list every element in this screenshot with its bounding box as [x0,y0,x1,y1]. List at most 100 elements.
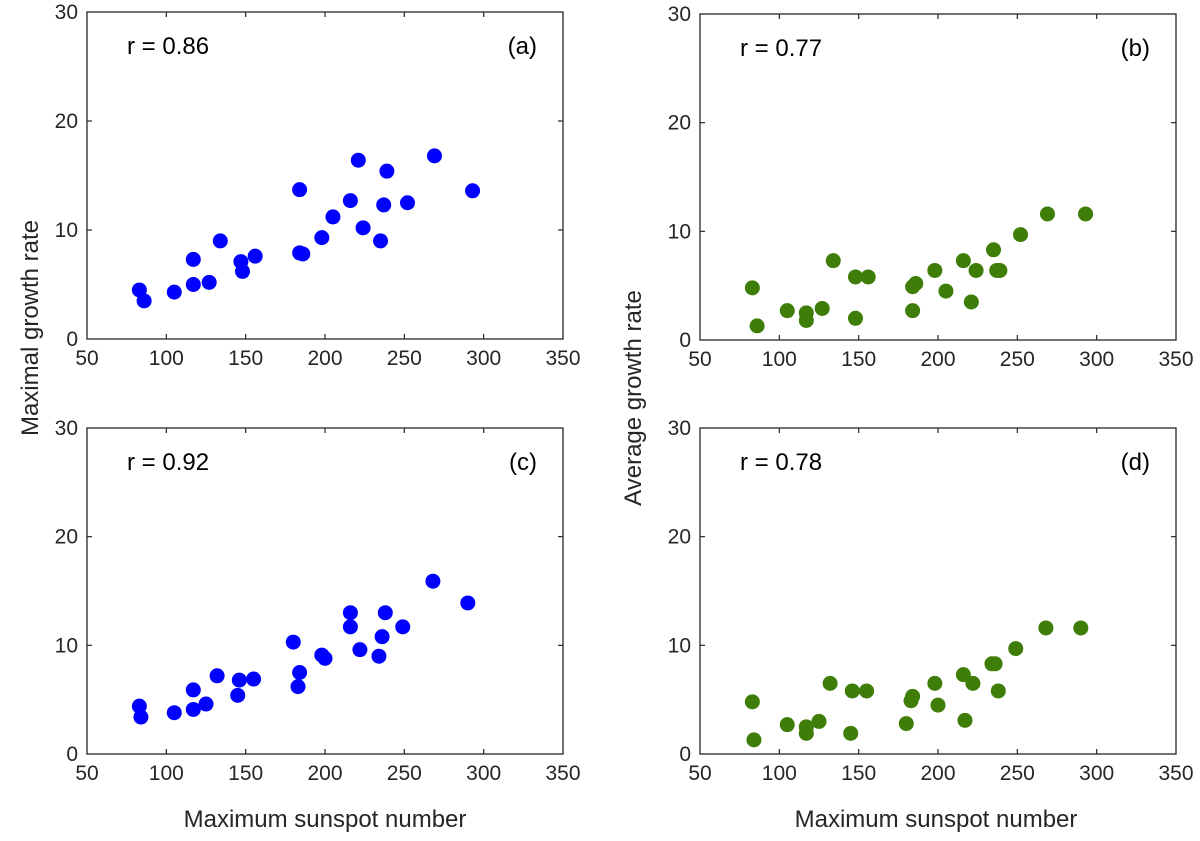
data-point [798,725,814,741]
data-point [325,209,341,225]
data-point [230,687,246,703]
data-point [843,725,859,741]
data-point [779,303,795,319]
data-point [744,280,760,296]
data-point [814,300,830,316]
data-point [1038,620,1054,636]
data-point [373,233,389,249]
axes-frame [86,11,564,340]
data-point [955,667,971,683]
x-tick-label: 100 [149,762,184,785]
data-point [822,675,838,691]
y-tick-label: 0 [66,328,78,351]
data-point [426,148,442,164]
data-point [1073,620,1089,636]
data-point [938,283,954,299]
x-tick-label: 100 [762,762,797,785]
data-point [374,629,390,645]
data-point [395,619,411,635]
x-axis-label-right: Maximum sunspot number [795,806,1078,833]
x-tick-label: 300 [1079,762,1114,785]
data-point [1078,206,1094,222]
y-tick-label: 30 [55,1,78,24]
y-axis-label-left: Maximal growth rate [17,220,44,436]
panel-label: (a) [508,33,537,60]
data-point [859,683,875,699]
data-point [744,694,760,710]
data-point [198,696,214,712]
data-point [927,262,943,278]
data-point [209,668,225,684]
data-point [847,269,863,285]
data-point [957,712,973,728]
data-point [908,275,924,291]
y-tick-label: 0 [679,743,691,766]
data-point [166,705,182,721]
x-tick-label: 350 [545,347,580,370]
x-tick-label: 350 [1158,762,1193,785]
x-tick-label: 300 [1079,348,1114,371]
y-tick-label: 30 [668,3,691,26]
data-point [965,675,981,691]
data-point [314,230,330,246]
y-tick-label: 20 [668,526,691,549]
y-tick-label: 20 [668,112,691,135]
correlation-annotation: r = 0.77 [740,35,822,62]
y-tick-label: 0 [66,743,78,766]
data-point [1008,641,1024,657]
y-tick-label: 10 [668,220,691,243]
data-point [185,277,201,292]
panel-a: 50 100 150 200 250 300 350 0 10 20 30 r = 0.86 (a) [55,1,581,370]
x-tick-label: 350 [1158,348,1193,371]
panel-b: 50 100 150 200 250 300 350 0 10 20 30 r = 0.77 (b) [668,3,1194,371]
x-tick-label: 200 [307,347,342,370]
data-point [234,263,250,279]
y-tick-label: 10 [55,219,78,242]
data-point [955,253,971,269]
x-tick-label: 350 [545,762,580,785]
data-point [1013,227,1029,243]
x-tick-label: 100 [149,347,184,370]
data-point [905,688,921,704]
data-point [963,294,979,310]
data-point [317,650,333,666]
x-tick-label: 150 [841,348,876,371]
data-point [986,242,1002,258]
x-tick-label: 50 [688,762,711,785]
data-point [371,648,387,664]
data-point [746,732,762,748]
data-point [133,709,149,725]
panel-label: (c) [509,449,537,476]
x-tick-label: 200 [920,348,955,371]
data-point [847,310,863,326]
axes-frame [86,427,564,755]
x-tick-label: 150 [228,347,263,370]
data-point [342,193,358,209]
x-tick-label: 250 [1000,348,1035,371]
data-point [825,253,841,269]
data-point [460,595,476,611]
x-tick-label: 150 [841,762,876,785]
data-point [898,716,914,732]
data-point [860,269,876,285]
correlation-annotation: r = 0.92 [127,449,209,476]
data-point [247,248,263,264]
data-point [1039,206,1055,222]
x-tick-label: 250 [387,347,422,370]
data-point [376,197,392,213]
data-point [377,605,393,621]
y-tick-label: 20 [55,526,78,549]
x-tick-label: 200 [307,762,342,785]
x-tick-label: 50 [688,348,711,371]
data-point [166,284,182,300]
data-point [292,665,308,680]
y-axis-label-right: Average growth rate [620,290,647,506]
y-tick-label: 30 [668,417,691,440]
x-tick-label: 50 [75,347,98,370]
x-tick-label: 100 [762,348,797,371]
panel-label: (d) [1121,449,1150,476]
data-point [379,163,395,179]
x-tick-label: 250 [1000,762,1035,785]
data-point [212,233,228,249]
x-tick-label: 50 [75,762,98,785]
